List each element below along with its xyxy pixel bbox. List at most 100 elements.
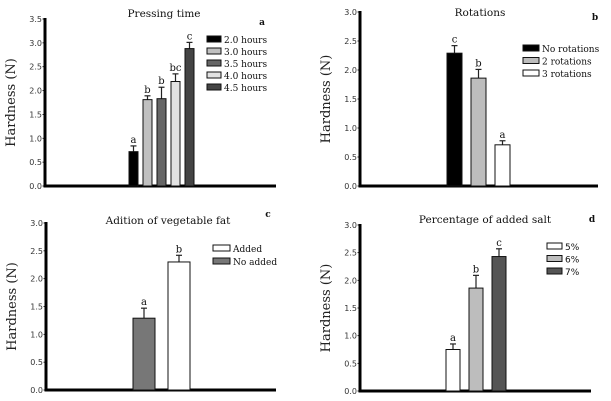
y-tick-label: 0.5 bbox=[344, 359, 357, 368]
legend-item: 4.0 hours bbox=[206, 71, 267, 82]
y-tick-label: 2.5 bbox=[344, 37, 357, 46]
y-tick-label: 1.5 bbox=[29, 110, 42, 119]
legend: No rotations 2 rotations 3 rotations bbox=[522, 44, 600, 80]
significance-label: c bbox=[452, 35, 458, 46]
significance-label: b bbox=[473, 264, 479, 275]
legend-label: 7% bbox=[565, 268, 580, 278]
y-tick-label: 0.0 bbox=[344, 182, 357, 191]
legend-label: 6% bbox=[565, 256, 580, 266]
legend-swatch bbox=[212, 244, 231, 252]
legend-label: 3.5 hours bbox=[224, 60, 267, 70]
chart-title: Pressing time bbox=[127, 8, 200, 20]
significance-label: b bbox=[144, 85, 150, 96]
y-tick-label: 1.0 bbox=[344, 332, 357, 341]
significance-label: a bbox=[141, 297, 147, 308]
chart-pressing-time: Pressing time a Hardness (N) 0.0 0.5 1.0 1.5 2.… bbox=[4, 8, 276, 191]
significance-label: b bbox=[475, 58, 481, 69]
bar-added bbox=[167, 261, 191, 391]
legend-item: 3.5 hours bbox=[206, 59, 267, 70]
y-tick-label: 1.0 bbox=[344, 124, 357, 133]
legend-swatch bbox=[206, 83, 222, 91]
legend-swatch bbox=[522, 57, 540, 64]
legend-swatch bbox=[546, 242, 563, 250]
y-tick-label: 0.0 bbox=[30, 386, 43, 395]
panel-a: Pressing time a Hardness (N) 0.0 0.5 1.0 1.5 2.… bbox=[0, 0, 305, 200]
significance-label: a bbox=[500, 130, 506, 141]
y-axis-label: Hardness (N) bbox=[319, 55, 334, 144]
y-axis-label: Hardness (N) bbox=[4, 58, 19, 147]
y-axis-label: Hardness (N) bbox=[5, 262, 20, 351]
y-tick-label: 2.5 bbox=[29, 63, 42, 72]
legend-swatch bbox=[522, 44, 540, 52]
legend-item: 5% bbox=[546, 242, 580, 253]
y-tick-label: 1.5 bbox=[344, 95, 357, 104]
legend-item: 2.0 hours bbox=[206, 35, 267, 46]
legend-label: 2 rotations bbox=[542, 58, 592, 68]
panel-label: a bbox=[259, 18, 265, 28]
significance-label: a bbox=[131, 135, 137, 146]
y-tick-label: 2.5 bbox=[30, 247, 43, 256]
legend-label: No added bbox=[233, 258, 277, 268]
legend-label: 2.0 hours bbox=[224, 36, 267, 46]
bar-6- bbox=[468, 287, 484, 392]
legend-label: No rotations bbox=[542, 45, 600, 55]
panel-label: c bbox=[265, 210, 271, 220]
y-tick-label: 3.0 bbox=[30, 219, 43, 228]
significance-label: c bbox=[187, 31, 193, 42]
chart-added-salt: Percentage of added salt d Hardness (N) 0.0… bbox=[319, 214, 596, 396]
y-tick-label: 1.5 bbox=[30, 303, 43, 312]
legend-item: 6% bbox=[546, 255, 580, 266]
y-tick-label: 2.0 bbox=[344, 276, 357, 285]
legend-swatch bbox=[212, 257, 231, 265]
legend: 2.0 hours 3.0 hours 3.5 hours 4.0 hours 4.5 … bbox=[206, 35, 267, 94]
legend-item: No rotations bbox=[522, 44, 600, 55]
bar-no-rotations bbox=[446, 52, 463, 187]
legend-item: Added bbox=[212, 244, 262, 255]
bar-3-0-hours bbox=[142, 99, 153, 187]
legend-label: 4.5 hours bbox=[224, 84, 267, 94]
y-tick-label: 0.5 bbox=[29, 158, 42, 167]
legend-swatch bbox=[206, 59, 222, 67]
chart-title: Percentage of added salt bbox=[419, 214, 552, 226]
legend-label: 3.0 hours bbox=[224, 48, 267, 58]
bar-2-0-hours bbox=[128, 151, 139, 187]
legend-label: Added bbox=[232, 245, 262, 255]
y-tick-label: 0.0 bbox=[344, 387, 357, 396]
legend-label: 5% bbox=[565, 243, 580, 253]
panel-label: b bbox=[592, 13, 598, 23]
y-tick-label: 2.0 bbox=[344, 66, 357, 75]
legend-swatch bbox=[522, 69, 540, 77]
significance-label: c bbox=[496, 238, 502, 249]
panel-c: Adition of vegetable fat c Hardness (N) 0.0… bbox=[0, 200, 305, 400]
legend-item: 3 rotations bbox=[522, 69, 592, 80]
y-tick-label: 0.5 bbox=[30, 358, 43, 367]
bar-3-rotations bbox=[494, 144, 511, 187]
y-tick-label: 3.0 bbox=[344, 221, 357, 230]
bar-3-5-hours bbox=[156, 98, 167, 187]
panel-label: d bbox=[589, 215, 596, 225]
legend-swatch bbox=[206, 47, 222, 55]
panel-b: Rotations b Hardness (N) 0.0 0.5 1.0 1.5 2.0 2.5… bbox=[305, 0, 610, 200]
bar-4-0-hours bbox=[170, 81, 181, 187]
legend-label: 4.0 hours bbox=[224, 72, 267, 82]
y-axis-label: Hardness (N) bbox=[319, 264, 334, 353]
bar-7- bbox=[491, 256, 507, 392]
y-tick-label: 2.5 bbox=[344, 249, 357, 258]
significance-label: b bbox=[158, 76, 164, 87]
y-tick-label: 3.0 bbox=[344, 8, 357, 17]
legend-item: 3.0 hours bbox=[206, 47, 267, 58]
y-tick-label: 0.5 bbox=[344, 153, 357, 162]
legend-swatch bbox=[546, 255, 563, 262]
bar-5- bbox=[445, 349, 461, 392]
y-tick-label: 3.5 bbox=[29, 15, 42, 24]
legend-item: 2 rotations bbox=[522, 57, 592, 68]
legend-item: No added bbox=[212, 257, 277, 268]
legend: Added No added bbox=[212, 244, 277, 268]
legend-swatch bbox=[206, 71, 222, 79]
bar-2-rotations bbox=[470, 77, 487, 187]
y-tick-label: 1.5 bbox=[344, 304, 357, 313]
significance-label: b bbox=[176, 244, 182, 255]
legend-item: 4.5 hours bbox=[206, 83, 267, 94]
y-tick-label: 1.0 bbox=[30, 330, 43, 339]
bar-4-5-hours bbox=[184, 48, 195, 187]
